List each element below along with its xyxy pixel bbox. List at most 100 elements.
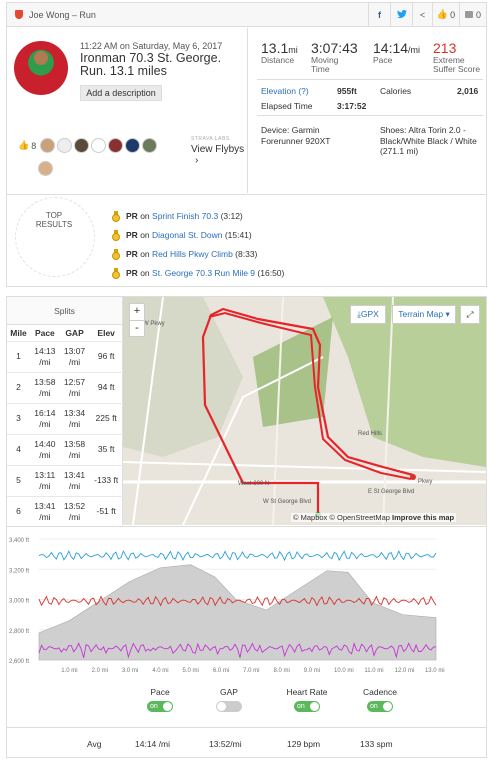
map-canvas[interactable]: [123, 297, 486, 525]
twitter-icon: [396, 10, 407, 18]
split-row[interactable]: 2 13:58/mi 12:57/mi 94 ft: [7, 371, 123, 403]
kudos-total[interactable]: 8: [31, 140, 37, 151]
map-attribution: © Mapbox © OpenStreetMap Improve this ma…: [291, 513, 457, 522]
x-tick-label: 8.0 mi: [273, 668, 289, 674]
improve-map-link[interactable]: Improve this map: [392, 513, 455, 522]
fullscreen-icon[interactable]: ⤢: [460, 305, 480, 324]
pr-badge: PR: [126, 230, 138, 240]
thumbs-up-icon: 👍: [436, 9, 449, 19]
strava-shield-icon: [15, 10, 23, 19]
kudoer-avatar[interactable]: [91, 138, 107, 153]
segment-time: (16:50): [257, 268, 285, 278]
kudoer-avatar[interactable]: [40, 138, 56, 153]
x-tick-label: 5.0 mi: [183, 668, 199, 674]
map-label: Red Hills: [358, 431, 383, 437]
laurel-icon: [15, 197, 95, 277]
stat-distance: 13.1mi Distance: [261, 40, 298, 65]
split-mile: 2: [7, 371, 31, 403]
heart-rate-toggle[interactable]: on: [294, 701, 320, 712]
activity-time: 11:22 AM on Saturday, May 6, 2017: [80, 41, 223, 51]
add-description-button[interactable]: Add a description: [80, 85, 162, 101]
route-line: [201, 307, 414, 515]
kudoer-avatar[interactable]: [74, 138, 90, 153]
map-label: E St George Blvd: [368, 489, 415, 495]
gap-toggle[interactable]: [216, 701, 242, 712]
chevron-right-icon: ›: [195, 155, 199, 166]
kudos-count: 0: [450, 9, 456, 20]
toggle-knob: [217, 702, 226, 711]
pace-label: Pace: [373, 55, 393, 65]
elevation-area: [38, 564, 437, 661]
kudoer-avatar[interactable]: [38, 161, 53, 176]
moving-time-label: Moving Time: [311, 55, 339, 74]
chart-canvas[interactable]: 3,400 ft 3,200 ft 3,000 ft 2,800 ft 2,600 ft…: [7, 527, 486, 677]
comment-button[interactable]: 0: [459, 2, 486, 27]
kudos-button[interactable]: 👍 0: [432, 2, 459, 27]
view-flybys-link[interactable]: View Flybys ›: [191, 144, 247, 166]
elevation-chart[interactable]: 3,400 ft 3,200 ft 3,000 ft 2,800 ft 2,600 ft…: [7, 526, 486, 676]
split-gap: 13:58/mi: [59, 433, 90, 465]
split-elev: 225 ft: [89, 402, 123, 434]
elevation-help-link[interactable]: Elevation (?): [261, 86, 309, 96]
zoom-in-button[interactable]: +: [133, 305, 141, 317]
pace-toggle[interactable]: on: [147, 701, 173, 712]
pr-badge: PR: [126, 249, 138, 259]
split-gap: 13:34/mi: [59, 402, 90, 434]
split-row[interactable]: 1 14:13/mi 13:07/mi 96 ft: [7, 340, 123, 372]
split-row[interactable]: 6 13:41/mi 13:52/mi -51 ft: [7, 495, 123, 527]
top-result-item: PR on Red Hills Pkwy Climb (8:33): [112, 249, 257, 260]
athlete-avatar[interactable]: [14, 41, 68, 95]
legend-gap-label: GAP: [220, 687, 238, 697]
park-area: [203, 297, 486, 467]
split-mile: 6: [7, 495, 31, 527]
analysis-card: Splits Mile Pace GAP Elev 1 14:13/mi 13:07…: [6, 296, 487, 758]
avg-heart-rate: 129 bpm: [287, 739, 321, 749]
y-tick-label: 2,800 ft: [9, 629, 29, 635]
legend-pace-label: Pace: [150, 687, 170, 697]
kudoer-avatar[interactable]: [57, 138, 73, 153]
split-row[interactable]: 5 13:11/mi 13:41/mi -133 ft: [7, 464, 123, 496]
zoom-control: + -: [129, 303, 145, 337]
segment-link[interactable]: Red Hills Pkwy Climb: [152, 249, 233, 259]
cadence-toggle[interactable]: on: [367, 701, 393, 712]
segment-link[interactable]: Sprint Finish 70.3: [152, 211, 219, 221]
x-tick-label: 4.0 mi: [152, 668, 168, 674]
twitter-share-button[interactable]: [390, 2, 412, 27]
road: [132, 297, 164, 525]
pace-unit: /mi: [408, 45, 421, 55]
road: [272, 297, 284, 525]
kudoer-avatar[interactable]: [108, 138, 124, 153]
pr-badge: PR: [126, 211, 138, 221]
toggle-on-label: on: [150, 703, 158, 710]
y-tick-label: 2,600 ft: [9, 659, 29, 665]
kudoer-avatar[interactable]: [125, 138, 141, 153]
route-map[interactable]: W Pkwy Red Hills West 200 N W St George …: [123, 297, 486, 525]
suffer-score-label: Extreme Suffer Score: [433, 55, 481, 74]
attribution-text[interactable]: © Mapbox © OpenStreetMap: [293, 513, 390, 522]
calories-value: 2,016: [457, 86, 479, 96]
zoom-out-button[interactable]: -: [130, 320, 144, 336]
facebook-share-button[interactable]: f: [368, 2, 390, 27]
comment-count: 0: [475, 9, 481, 20]
toggle-knob: [383, 702, 392, 711]
shoes-info[interactable]: Shoes: Altra Torin 2.0 - Black/White Bla…: [380, 125, 477, 156]
split-row[interactable]: 4 14:40/mi 13:58/mi 35 ft: [7, 433, 123, 465]
legend-gap: GAP: [199, 687, 259, 712]
stat-suffer-score[interactable]: 213 Extreme Suffer Score: [433, 40, 487, 74]
split-row[interactable]: 3 16:14/mi 13:34/mi 225 ft: [7, 402, 123, 434]
segment-time: (15:41): [224, 230, 252, 240]
gpx-label: GPX: [360, 309, 379, 319]
split-elev: 35 ft: [89, 433, 123, 465]
segment-link[interactable]: Diagonal St. Down: [152, 230, 223, 240]
terrain-map-dropdown[interactable]: Terrain Map ▾: [392, 305, 456, 324]
gpx-download-button[interactable]: ⤓GPX: [350, 305, 386, 324]
splits-title: Splits: [7, 297, 122, 325]
segment-link[interactable]: St. George 70.3 Run Mile 9: [152, 268, 256, 278]
avg-pace: 14:14 /mi: [135, 739, 170, 749]
kudoer-avatar[interactable]: [142, 138, 158, 153]
kudos-row: 👍 8: [18, 138, 158, 153]
distance-label: Distance: [261, 55, 295, 65]
share-button[interactable]: <: [412, 2, 432, 27]
activity-header: Joe Wong – Run f < 👍 0 0: [7, 2, 486, 27]
col-pace: Pace: [34, 327, 55, 338]
